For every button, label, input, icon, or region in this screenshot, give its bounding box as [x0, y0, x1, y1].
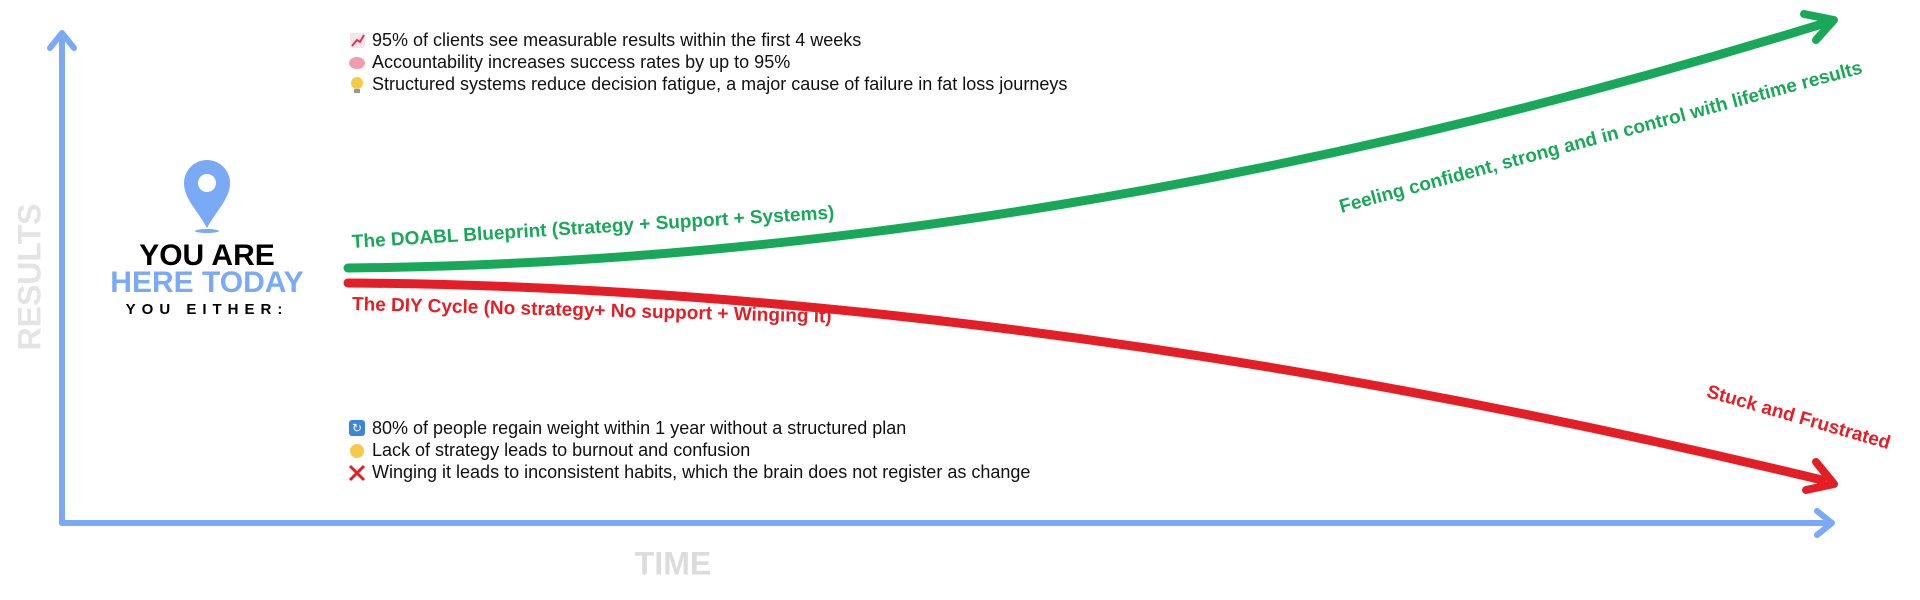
x-arrow — [1814, 508, 1835, 538]
marker-line1: YOU ARE — [139, 239, 275, 272]
bottom-fact: Lack of strategy leads to burnout and co… — [372, 440, 750, 460]
marker-line2: HERE TODAY — [110, 266, 303, 299]
top-fact: 95% of clients see measurable results wi… — [372, 30, 861, 50]
diy-outcome: Stuck and Frustrated — [1704, 381, 1892, 454]
diy-path — [343, 278, 1827, 485]
y-axis-label: RESULTS — [11, 204, 47, 351]
success-path — [343, 19, 1827, 273]
bottom-fact: Winging it leads to inconsistent habits,… — [372, 462, 1030, 482]
y-arrow — [47, 30, 77, 51]
axes — [47, 30, 1835, 538]
facts: 95% of clients see measurable results wi… — [372, 30, 1067, 482]
top-fact: Structured systems reduce decision fatig… — [372, 74, 1067, 94]
svg-text:↻: ↻ — [352, 421, 362, 435]
top-fact: Accountability increases success rates b… — [372, 52, 790, 72]
success-arrow — [1800, 10, 1838, 44]
marker-line3: YOU EITHER: — [126, 301, 289, 318]
location-pin — [184, 160, 230, 233]
bottom-fact: 80% of people regain weight within 1 yea… — [372, 418, 906, 438]
x-axis-label: TIME — [635, 545, 711, 581]
diy-arrow — [1802, 458, 1838, 494]
fact-icons: ↻ — [348, 33, 366, 482]
